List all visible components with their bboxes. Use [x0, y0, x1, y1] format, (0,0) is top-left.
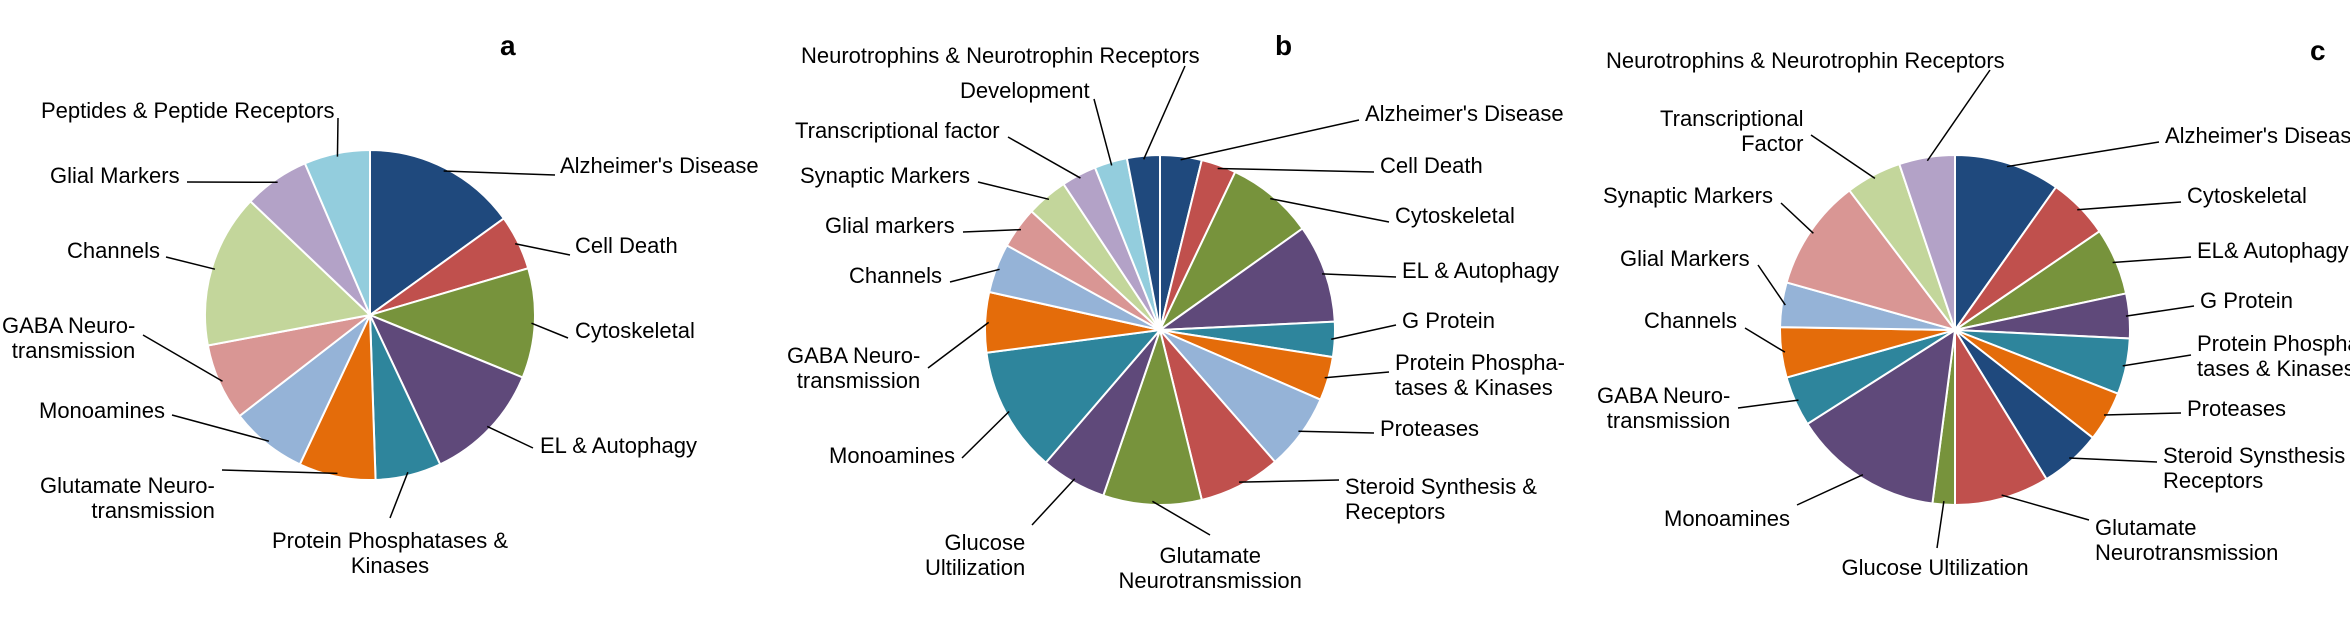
slice-label: Steroid Synthesis &Receptors [1345, 474, 1537, 525]
slice-label: G Protein [1402, 308, 1495, 333]
leader-line [487, 426, 533, 448]
slice-label: Transcriptional factor [795, 118, 1000, 143]
slice-label: Development [960, 78, 1090, 103]
leader-line [928, 322, 989, 368]
leader-line [166, 257, 215, 269]
slice-label: Cytoskeletal [2187, 183, 2307, 208]
slice-label: Channels [67, 238, 160, 263]
leader-line [1758, 265, 1785, 305]
slice-label: Monoamines [1664, 506, 1790, 531]
slice-label: Glial Markers [1620, 246, 1750, 271]
leader-line [1811, 135, 1875, 178]
slice-label: EL & Autophagy [1402, 258, 1559, 283]
leader-line [1152, 501, 1210, 535]
leader-line [1298, 431, 1374, 433]
leader-line [531, 323, 568, 338]
slice-label: Synaptic Markers [1603, 183, 1773, 208]
panel-b: bAlzheimer's DiseaseCell DeathCytoskelet… [770, 0, 1560, 627]
slice-label: Proteases [1380, 416, 1479, 441]
slice-label: EL& Autophagy [2197, 238, 2349, 263]
leader-line [1738, 400, 1798, 408]
slice-label: Synaptic Markers [800, 163, 970, 188]
leader-line [1797, 475, 1863, 505]
slice-label: Steroid Synsthesis &Receptors [2163, 443, 2350, 494]
slice-label: Protein Phosphatases &Kinases [272, 528, 508, 579]
slice-label: Glial markers [825, 213, 955, 238]
leader-line [1218, 168, 1374, 172]
leader-line [2126, 306, 2194, 316]
slice-label: GABA Neuro-transmission [1597, 383, 1730, 434]
leader-line [2104, 413, 2181, 415]
slice-label: Alzheimer's Disease [2165, 123, 2350, 148]
leader-line [1331, 325, 1396, 339]
slice-label: Glucose Ultilization [1842, 555, 2029, 580]
slice-label: G Protein [2200, 288, 2293, 313]
leader-line [337, 118, 338, 157]
panel-c: cAlzheimer's DiseaseCytoskeletalEL& Auto… [1565, 0, 2350, 627]
leader-line [978, 182, 1049, 199]
slice-label: TranscriptionalFactor [1660, 106, 1803, 157]
leader-line [2123, 355, 2191, 366]
leader-line [963, 230, 1021, 232]
slice-label: Glutamate Neuro-transmission [40, 473, 215, 524]
slice-label: Peptides & Peptide Receptors [41, 98, 335, 123]
leader-line [2002, 495, 2089, 520]
slice-label: Alzheimer's Disease [560, 153, 759, 178]
slice-label: Cytoskeletal [1395, 203, 1515, 228]
leader-line [1781, 203, 1813, 233]
leader-line [2113, 257, 2191, 262]
slice-label: GlutamateNeurotransmission [1119, 543, 1302, 594]
slice-label: GlutamateNeurotransmission [2095, 515, 2278, 566]
slice-label: Glial Markers [50, 163, 180, 188]
slice-label: Channels [1644, 308, 1737, 333]
slice-label: Monoamines [829, 443, 955, 468]
slice-label: EL & Autophagy [540, 433, 697, 458]
leader-line [1144, 66, 1185, 159]
slice-label: Cell Death [575, 233, 678, 258]
leader-line [1745, 328, 1785, 352]
leader-line [1325, 372, 1389, 378]
leader-line [2069, 458, 2157, 462]
leader-line [444, 171, 555, 175]
slice-label: GABA Neuro-transmission [2, 313, 135, 364]
slice-label: GlucoseUltilization [925, 530, 1025, 581]
leader-line [2077, 202, 2181, 210]
slice-label: Monoamines [39, 398, 165, 423]
slice-label: Alzheimer's Disease [1365, 101, 1564, 126]
slice-label: Cytoskeletal [575, 318, 695, 343]
panel-a: aAlzheimer's DiseaseCell DeathCytoskelet… [0, 0, 760, 627]
leader-line [2007, 142, 2159, 167]
leader-line [1008, 137, 1080, 178]
leader-line [962, 411, 1009, 458]
slice-label: Protein Phospha-tases & Kinases [1395, 350, 1565, 401]
leader-line [1094, 99, 1112, 165]
slice-label: Neurotrophins & Neurotrophin Receptors [1606, 48, 2005, 73]
slice-label: Proteases [2187, 396, 2286, 421]
leader-line [1937, 501, 1944, 548]
leader-line [1239, 480, 1339, 482]
slice-label: Neurotrophins & Neurotrophin Receptors [801, 43, 1200, 68]
slice-label: Cell Death [1380, 153, 1483, 178]
slice-label: Protein Phospha-tases & Kinases [2197, 331, 2350, 382]
slice-label: GABA Neuro-transmission [787, 343, 920, 394]
slice-label: Channels [849, 263, 942, 288]
leader-line [1927, 70, 1990, 161]
leader-line [1181, 120, 1359, 160]
leader-line [1322, 274, 1396, 277]
leader-line [1032, 479, 1075, 525]
